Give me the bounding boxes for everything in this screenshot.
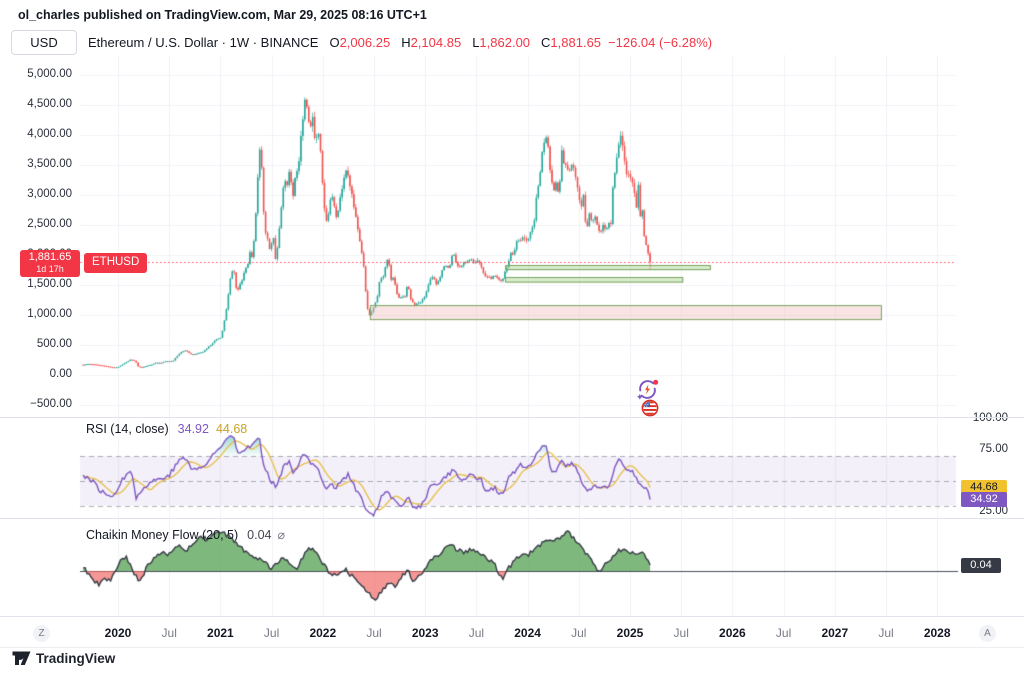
cmf-zero-symbol: ⌀ [277, 528, 286, 542]
pane-separator [0, 518, 1024, 519]
time-tick-label: 2021 [207, 626, 234, 640]
time-tick-label: Jul [161, 626, 177, 640]
price-tick-label: 500.00 [36, 338, 72, 350]
price-tick-label: 1,500.00 [27, 278, 72, 290]
symbol-badge: ETHUSD [84, 253, 148, 273]
cmf-title-text: Chaikin Money Flow (20, 5) [86, 528, 239, 542]
last-price-badge: 1,881.65 1d 17h [20, 250, 80, 278]
change-value: −126.04 (−6.28%) [608, 34, 713, 50]
price-tick-label: 1,000.00 [27, 308, 72, 320]
cmf-value: 0.04 [247, 528, 272, 542]
ohlc-low: L1,862.00 [472, 34, 531, 50]
rsi-title-text: RSI (14, close) [86, 422, 169, 436]
rsi-tick-label: 25.00 [979, 505, 1008, 517]
price-tick-label: 3,500.00 [27, 158, 72, 170]
time-tick-label: Jul [468, 626, 485, 640]
rsi-ma-value: 44.68 [215, 422, 248, 436]
time-tick-label: Jul [571, 626, 587, 640]
rsi-value-badge: 34.92 [961, 491, 1007, 507]
last-price-value: 1,881.65 [28, 251, 72, 264]
flash-cycle-icon[interactable] [636, 378, 659, 406]
ohlc-open: O2,006.25 [329, 34, 391, 50]
pane-separator [0, 417, 1024, 418]
time-tick-label: Jul [263, 626, 280, 640]
us-flag-icon[interactable] [641, 399, 659, 422]
ohlc-high: H2,104.85 [401, 34, 462, 50]
time-tick-label: 2022 [309, 626, 337, 640]
time-tick-label: Jul [775, 626, 792, 640]
price-tick-label: 4,000.00 [27, 128, 72, 140]
time-tick-label: Jul [366, 626, 382, 640]
autoscale-badge[interactable]: A [979, 625, 996, 642]
price-tick-label: 5,000.00 [27, 68, 72, 80]
price-tick-label: 3,000.00 [27, 188, 72, 200]
pane-separator [0, 647, 1024, 648]
time-tick-label: 2028 [923, 626, 951, 640]
cmf-value-badge: 0.04 [961, 558, 1001, 574]
time-tick-label: 2027 [821, 626, 849, 640]
time-tick-label: Jul [878, 626, 894, 640]
price-tick-label: −500.00 [30, 398, 72, 410]
rsi-tick-label: 100.00 [972, 412, 1008, 424]
bar-countdown: 1d 17h [36, 264, 64, 275]
currency-button[interactable]: USD [11, 30, 77, 55]
rsi-pane-title: RSI (14, close) 34.92 44.68 [86, 422, 247, 436]
time-tick-label: 2020 [104, 626, 132, 640]
tradingview-logo[interactable]: TradingView [12, 651, 115, 666]
tradingview-brand-text: TradingView [36, 651, 116, 666]
rsi-value: 34.92 [177, 422, 209, 436]
symbol-title-row[interactable]: Ethereum / U.S. Dollar · 1W · BINANCE O2… [88, 30, 712, 54]
time-tick-label: 2026 [719, 626, 746, 640]
cmf-pane-title: Chaikin Money Flow (20, 5) 0.04 ⌀ [86, 527, 285, 542]
price-tick-label: 0.00 [49, 368, 72, 380]
price-tick-label: 4,500.00 [27, 98, 72, 110]
time-tick-label: 2025 [616, 626, 644, 640]
time-tick-label: 2023 [411, 626, 439, 640]
pane-separator [0, 616, 1024, 617]
timezone-badge[interactable]: Z [33, 625, 50, 642]
ohlc-close: C1,881.65 [541, 34, 602, 50]
tradingview-logo-mark-icon [12, 651, 31, 665]
time-tick-label: 2024 [514, 626, 541, 640]
rsi-ma-badge: 44.68 [961, 479, 1007, 495]
price-tick-label: 2,500.00 [27, 218, 72, 230]
rsi-tick-label: 75.00 [979, 443, 1008, 455]
time-tick-label: Jul [673, 626, 689, 640]
symbol-title: Ethereum / U.S. Dollar · 1W · BINANCE [88, 34, 319, 50]
publish-line: ol_charles published on TradingView.com,… [18, 8, 427, 22]
